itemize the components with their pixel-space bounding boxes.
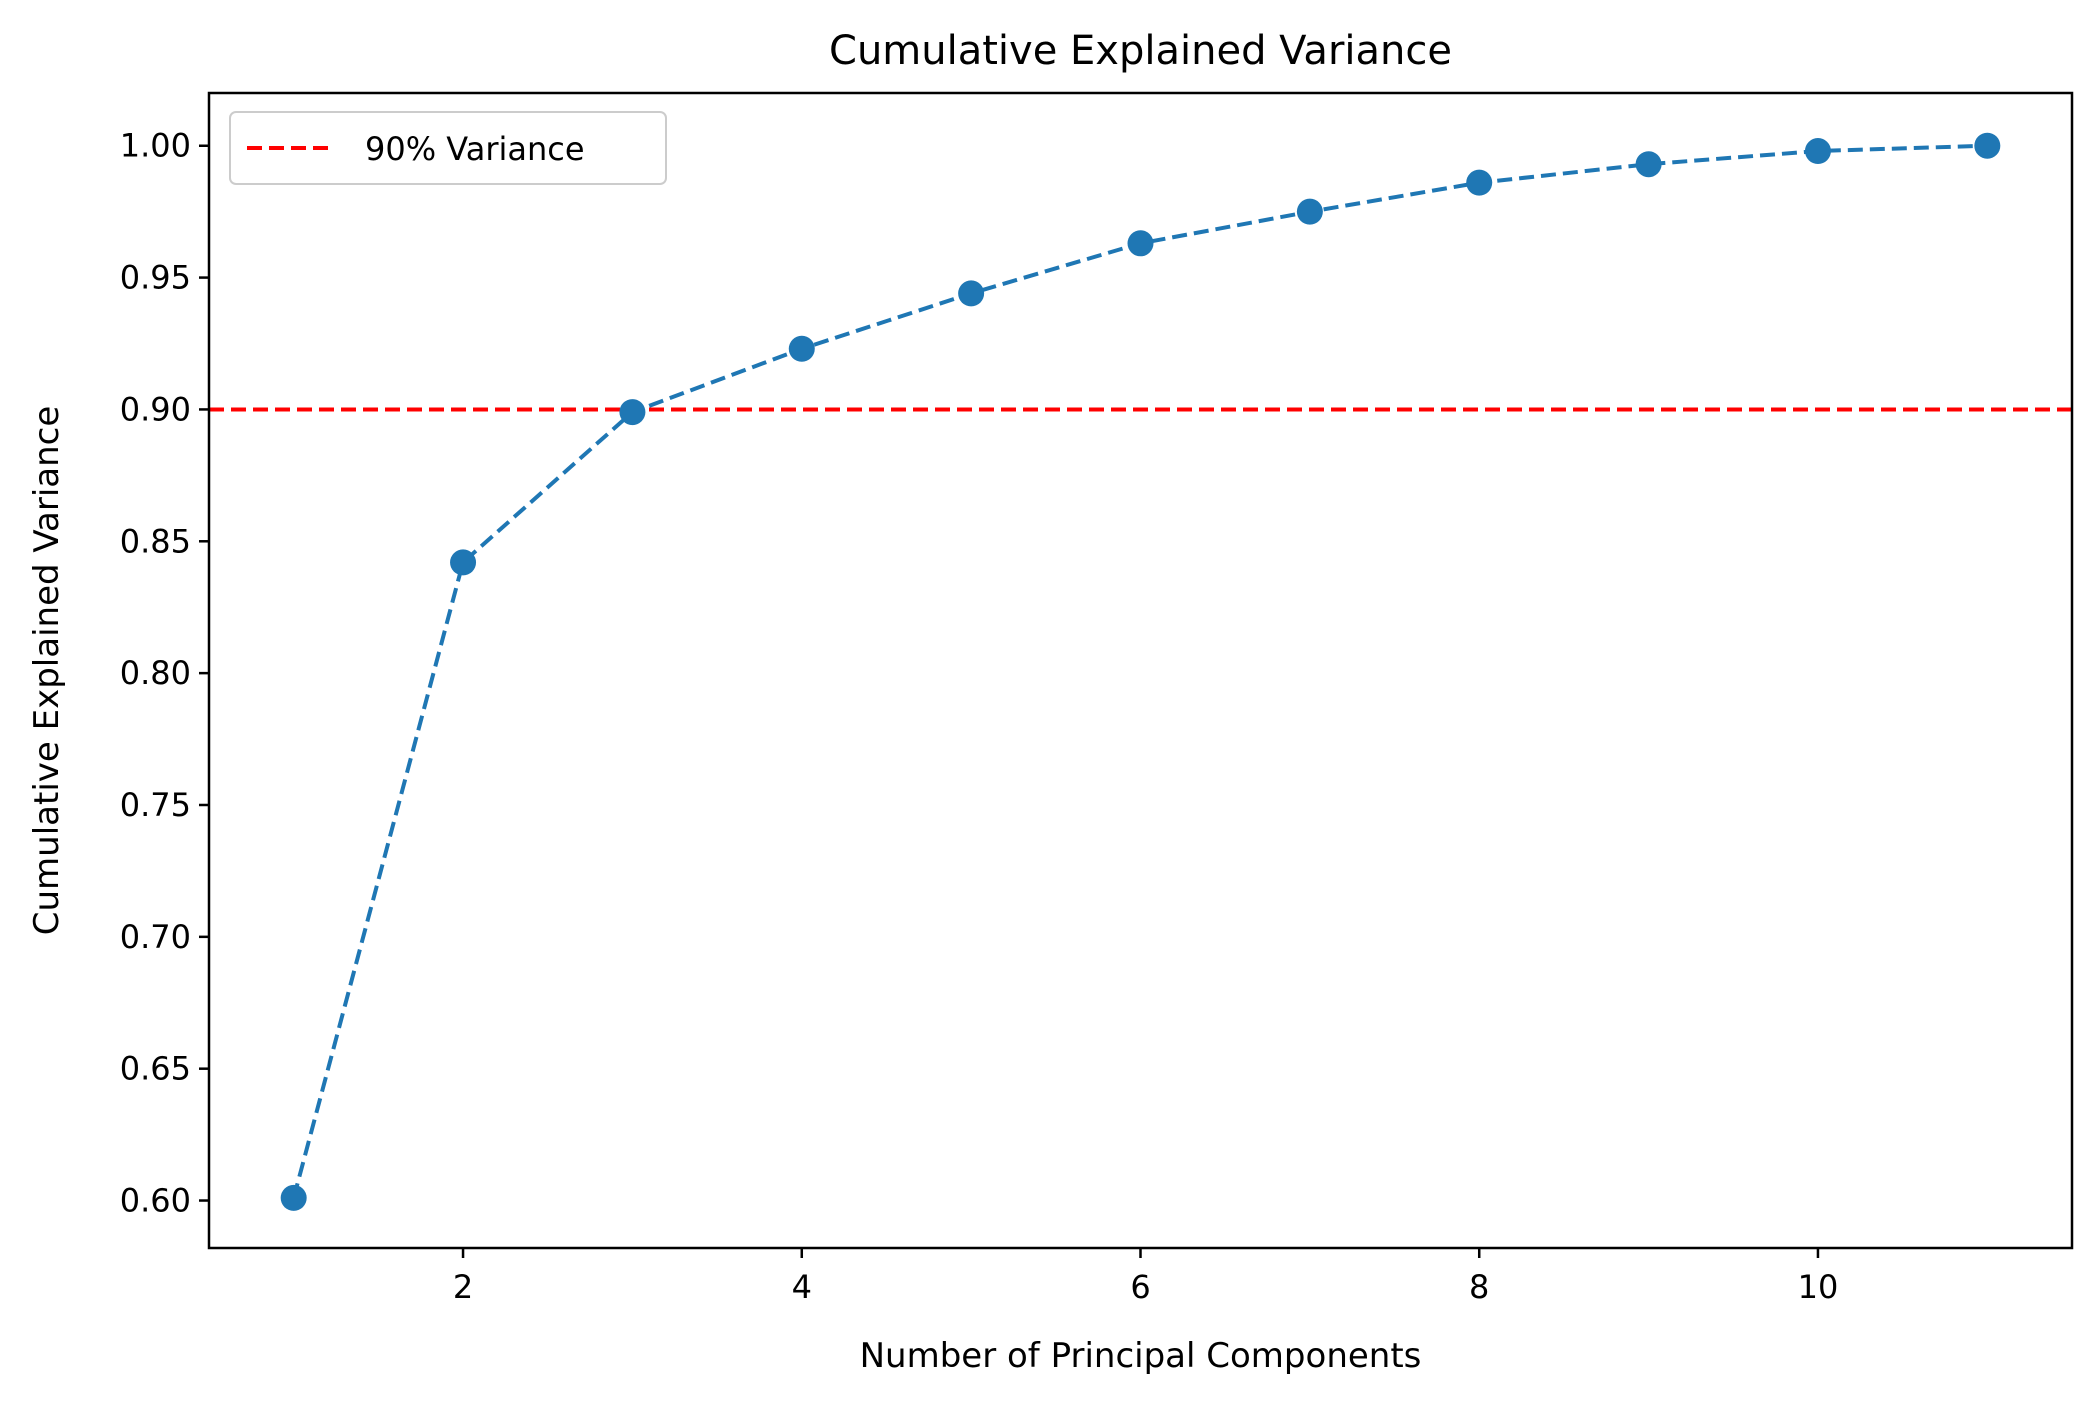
data-point-10 xyxy=(1804,138,1831,165)
y-tick-label-0.95: 0.95 xyxy=(120,259,191,297)
data-point-6 xyxy=(1127,230,1154,257)
x-tick-label-6: 6 xyxy=(1130,1268,1150,1306)
plot-area xyxy=(209,132,2072,1211)
data-point-11 xyxy=(1974,132,2001,159)
data-point-2 xyxy=(450,549,477,576)
y-tick-label-0.90: 0.90 xyxy=(120,390,191,428)
data-point-8 xyxy=(1466,169,1493,196)
data-point-7 xyxy=(1296,198,1323,225)
data-point-9 xyxy=(1635,151,1662,178)
x-tick-label-4: 4 xyxy=(792,1268,812,1306)
legend-box xyxy=(229,111,667,185)
data-point-4 xyxy=(788,335,815,362)
axes: 2 4 6 8 10 0.60 0.65 0.70 0.75 0.80 0.85 0.90 0.95 1.… xyxy=(120,91,2074,1306)
data-point-1 xyxy=(280,1184,307,1211)
y-tick-label-0.80: 0.80 xyxy=(120,654,191,692)
y-tick-label-0.75: 0.75 xyxy=(120,786,191,824)
legend-label: 90% Variance xyxy=(365,130,585,168)
y-tick-label-0.70: 0.70 xyxy=(120,918,191,956)
y-tick-label-0.60: 0.60 xyxy=(120,1182,191,1220)
data-point-5 xyxy=(958,280,985,307)
x-tick-label-2: 2 xyxy=(453,1268,473,1306)
y-axis-label: Cumulative Explained Variance xyxy=(27,406,67,936)
data-point-3 xyxy=(619,399,646,426)
x-tick-label-10: 10 xyxy=(1798,1268,1839,1306)
y-tick-label-0.85: 0.85 xyxy=(120,522,191,560)
legend: 90% Variance xyxy=(229,111,667,185)
y-tick-label-0.65: 0.65 xyxy=(120,1050,191,1088)
y-tick-label-1.00: 1.00 xyxy=(120,127,191,165)
chart-title: Cumulative Explained Variance xyxy=(829,28,1452,74)
x-axis-label: Number of Principal Components xyxy=(860,1336,1422,1376)
x-tick-label-8: 8 xyxy=(1469,1268,1489,1306)
